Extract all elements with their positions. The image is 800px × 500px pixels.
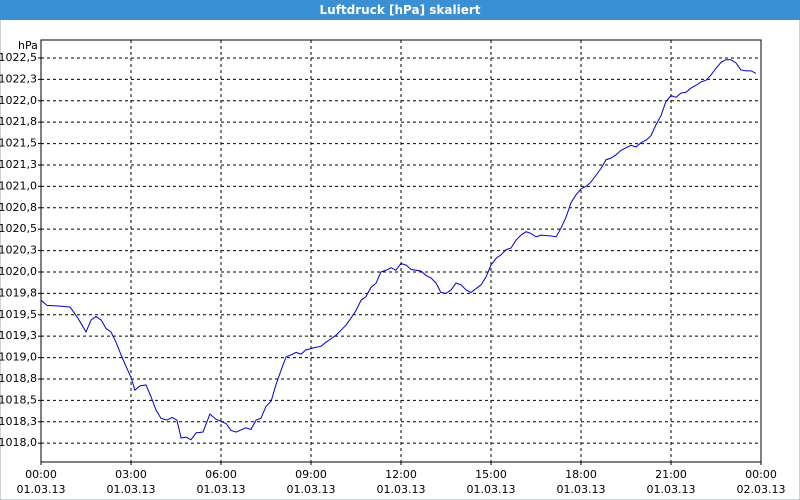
y-tick-label: 1021,0 (0, 179, 37, 192)
data-line (40, 59, 757, 441)
y-tick-label: 1018,0 (0, 436, 37, 449)
x-tick-label: 15:00 (475, 468, 507, 481)
y-tick-label: 1019,5 (0, 308, 37, 321)
x-tick-date: 01.03.13 (107, 483, 156, 496)
x-tick-label: 12:00 (385, 468, 417, 481)
x-tick-date: 01.03.13 (467, 483, 516, 496)
y-tick-label: 1020,0 (0, 265, 37, 278)
y-tick-label: 1021,3 (0, 158, 37, 171)
plot-border (40, 39, 762, 463)
y-tick-label: 1020,8 (0, 201, 37, 214)
y-tick-label: 1019,0 (0, 351, 37, 364)
x-tick-label: 18:00 (565, 468, 597, 481)
y-tick-label: 1020,5 (0, 222, 37, 235)
y-tick-label: 1022,3 (0, 72, 37, 85)
x-tick-label: 00:00 (745, 468, 777, 481)
x-tick-date: 01.03.13 (557, 483, 606, 496)
chart-title: Luftdruck [hPa] skaliert (320, 3, 481, 17)
x-tick-date: 01.03.13 (197, 483, 246, 496)
x-tick-date: 02.03.13 (737, 483, 786, 496)
x-tick-label: 03:00 (115, 468, 147, 481)
y-axis-unit: hPa (18, 39, 38, 52)
y-tick-label: 1018,3 (0, 415, 37, 428)
y-tick-label: 1019,3 (0, 329, 37, 342)
x-tick-label: 09:00 (295, 468, 327, 481)
y-tick-label: 1021,5 (0, 137, 37, 150)
title-bar (0, 0, 800, 20)
y-tick-label: 1022,5 (0, 51, 37, 64)
x-tick-date: 01.03.13 (377, 483, 426, 496)
x-tick-date: 01.03.13 (647, 483, 696, 496)
y-tick-label: 1018,8 (0, 372, 37, 385)
x-tick-date: 01.03.13 (287, 483, 336, 496)
x-tick-date: 01.03.13 (17, 483, 66, 496)
y-tick-label: 1020,3 (0, 244, 37, 257)
x-tick-label: 06:00 (205, 468, 237, 481)
y-tick-label: 1022,0 (0, 94, 37, 107)
y-tick-label: 1019,8 (0, 286, 37, 299)
y-tick-label: 1021,8 (0, 115, 37, 128)
y-tick-label: 1018,5 (0, 393, 37, 406)
x-tick-label: 21:00 (655, 468, 687, 481)
x-tick-label: 00:00 (25, 468, 57, 481)
